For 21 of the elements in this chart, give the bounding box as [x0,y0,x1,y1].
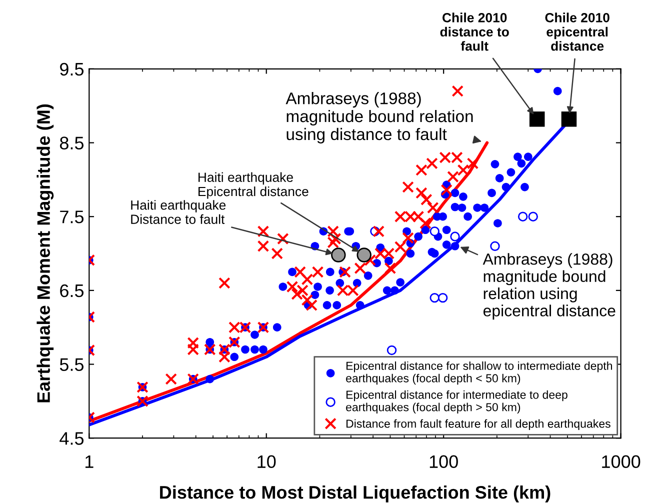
legend-label: Distance from fault feature for all depth earthquakes [346,419,610,430]
annotation: Chile 2010 distance to fault [440,12,509,51]
x-tick-label: 100 [430,455,458,468]
x-axis-title: Distance to Most Distal Liquefaction Site (km) [160,486,550,502]
y-tick-label: 6.5 [60,284,84,298]
x-tick-label: 10 [258,455,276,468]
y-tick-label: 7.5 [60,210,84,224]
y-tick-label: 5.5 [60,358,84,371]
legend-label: Epicentral distance for intermediate to deep earthquakes (focal depth > 50 km) [346,390,568,414]
annotation: Ambraseys (1988) magnitude bound relation using epicentral distance [482,253,616,320]
x-tick-label: 1000 [602,455,640,468]
y-tick-label: 4.5 [60,432,84,445]
y-tick-label: 8.5 [60,136,84,150]
y-axis-title: Earthquake Moment Magnitude (M) [36,104,54,402]
y-tick-label: 9.5 [60,62,84,76]
annotation: Haiti earthquake Distance to fault [131,200,226,224]
annotation: Haiti earthquake Epicentral distance [198,172,308,199]
annotation: Chile 2010 epicentral distance [545,12,610,51]
annotation: Ambraseys (1988) magnitude bound relation using distance to fault [286,92,473,144]
legend-label: Epicentral distance for shallow to intermediate depth earthquakes (focal depth < 50 km) [346,361,612,385]
x-tick-label: 1 [86,455,94,468]
